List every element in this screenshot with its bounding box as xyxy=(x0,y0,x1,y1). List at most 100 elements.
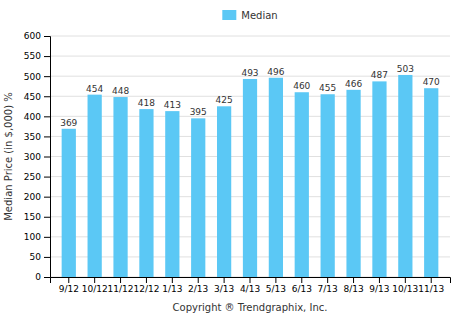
tick-label: 100 xyxy=(24,232,41,242)
bar xyxy=(165,111,179,277)
tick-label: 400 xyxy=(24,112,41,122)
bar xyxy=(62,129,76,277)
tick-mark xyxy=(431,277,432,283)
x-tick: 9/12 xyxy=(59,277,79,294)
tick-mark xyxy=(68,277,69,283)
y-tick: 550 xyxy=(24,51,50,61)
tick-label: 11/12 xyxy=(108,284,134,294)
tick-mark xyxy=(44,217,50,218)
y-tick: 400 xyxy=(24,112,50,122)
bar xyxy=(217,106,231,277)
tick-label: 50 xyxy=(30,252,42,262)
tick-label: 12/12 xyxy=(133,284,159,294)
data-label: 418 xyxy=(138,98,155,108)
tick-mark xyxy=(94,277,95,283)
x-tick: 12/12 xyxy=(133,277,159,294)
data-label: 493 xyxy=(241,68,258,78)
tick-mark xyxy=(224,277,225,283)
y-axis: 0 50 100 150 200 250 300 350 400 450 500 550 600 xyxy=(24,31,51,282)
tick-mark xyxy=(44,76,50,77)
tick-mark xyxy=(405,277,406,283)
tick-label: 8/13 xyxy=(343,284,363,294)
bar xyxy=(295,92,309,277)
tick-label: 10/12 xyxy=(82,284,108,294)
x-tick: 5/13 xyxy=(266,277,286,294)
x-tick: 9/13 xyxy=(369,277,389,294)
x-axis: 9/1210/1211/1212/121/13 2/13 3/13 4/13 5/13 6… xyxy=(51,277,451,294)
bar xyxy=(398,75,412,277)
tick-mark xyxy=(44,136,50,137)
data-label: 503 xyxy=(397,64,414,74)
tick-label: 11/13 xyxy=(418,284,444,294)
data-label: 487 xyxy=(371,70,388,80)
tick-label: 300 xyxy=(24,152,41,162)
tick-mark xyxy=(44,277,50,278)
x-axis-title: Copyright ® Trendgraphix, Inc. xyxy=(173,302,328,313)
x-tick: 4/13 xyxy=(240,277,260,294)
tick-mark xyxy=(44,96,50,97)
chart: 3694544484184133954254934964604554664875… xyxy=(0,0,462,317)
tick-label: 200 xyxy=(24,192,41,202)
tick-label: 250 xyxy=(24,172,41,182)
x-tick: 1/13 xyxy=(162,277,182,294)
tick-label: 3/13 xyxy=(214,284,234,294)
tick-label: 1/13 xyxy=(162,284,182,294)
y-tick: 100 xyxy=(24,232,50,242)
tick-mark xyxy=(327,277,328,283)
tick-mark xyxy=(44,197,50,198)
y-tick: 600 xyxy=(24,31,50,41)
x-tick: 2/13 xyxy=(188,277,208,294)
tick-label: 0 xyxy=(35,272,41,282)
plot: 3694544484184133954254934964604554664875… xyxy=(24,31,451,294)
tick-label: 450 xyxy=(24,92,41,102)
tick-mark xyxy=(120,277,121,283)
x-tick: 10/12 xyxy=(82,277,108,294)
tick-mark xyxy=(44,56,50,57)
tick-mark xyxy=(250,277,251,283)
data-label: 454 xyxy=(86,84,103,94)
tick-mark xyxy=(44,177,50,178)
bar xyxy=(372,81,386,277)
y-tick: 500 xyxy=(24,72,50,82)
tick-label: 150 xyxy=(24,212,41,222)
data-label: 496 xyxy=(267,67,284,77)
tick-mark xyxy=(198,277,199,283)
data-label: 369 xyxy=(60,118,77,128)
axis-line xyxy=(51,278,451,284)
data-labels: 3694544484184133954254934964604554664875… xyxy=(60,64,440,128)
x-tick: 10/13 xyxy=(392,277,418,294)
y-tick: 300 xyxy=(24,152,50,162)
tick-mark xyxy=(146,277,147,283)
grid-line xyxy=(50,56,450,57)
x-tick: 8/13 xyxy=(343,277,363,294)
axis-line xyxy=(44,37,51,278)
tick-label: 550 xyxy=(24,51,41,61)
y-tick: 250 xyxy=(24,172,50,182)
bar xyxy=(88,95,102,277)
tick-mark xyxy=(172,277,173,283)
y-tick: 200 xyxy=(24,192,50,202)
tick-mark xyxy=(44,36,50,37)
bars xyxy=(62,75,439,277)
tick-label: 600 xyxy=(24,31,41,41)
x-tick: 6/13 xyxy=(292,277,312,294)
tick-label: 500 xyxy=(24,72,41,82)
tick-label: 5/13 xyxy=(266,284,286,294)
data-label: 395 xyxy=(190,107,207,117)
tick-label: 350 xyxy=(24,132,41,142)
tick-mark xyxy=(44,237,50,238)
tick-mark xyxy=(44,116,50,117)
y-axis-title: Median Price (in $,000) % xyxy=(3,92,14,221)
x-tick: 11/13 xyxy=(418,277,444,294)
tick-label: 9/12 xyxy=(59,284,79,294)
legend-label: Median xyxy=(241,10,277,21)
tick-label: 9/13 xyxy=(369,284,389,294)
bar xyxy=(321,94,335,277)
bar xyxy=(269,78,283,277)
bar xyxy=(191,118,205,277)
tick-label: 7/13 xyxy=(318,284,338,294)
tick-mark xyxy=(301,277,302,283)
tick-label: 2/13 xyxy=(188,284,208,294)
y-tick: 50 xyxy=(30,252,50,262)
bar xyxy=(243,79,257,277)
